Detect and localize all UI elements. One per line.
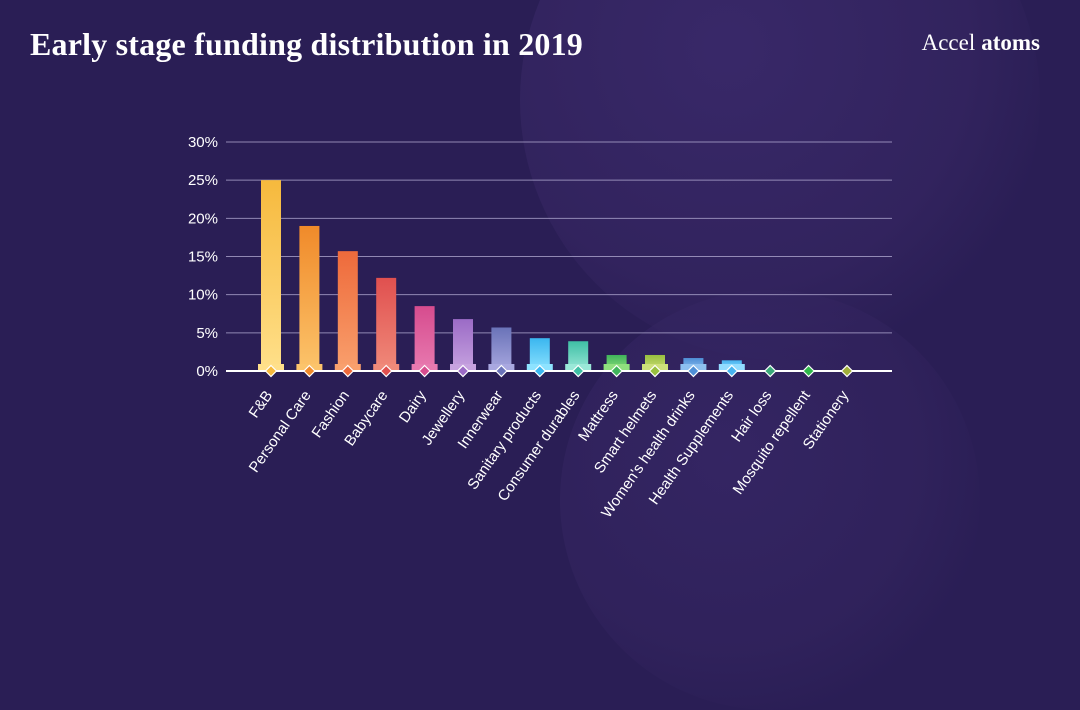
diamond-marker [303,364,316,378]
diamond-marker [495,364,508,378]
diamond-marker [725,364,739,378]
diamond-marker [379,364,393,378]
y-tick-label: 5% [196,325,218,342]
x-tick-label: Dairy [396,387,430,426]
diamond-marker [456,364,470,378]
diamond-marker [341,364,355,378]
y-tick-label: 25% [188,172,218,189]
brand-logo: Accel atoms [922,30,1040,56]
diamond-marker [571,364,585,378]
diamond-marker [763,364,777,378]
bar [299,225,320,371]
diamond-marker [840,364,854,378]
diamond-marker [648,364,662,378]
x-tick-label: F&B [246,388,277,422]
bar [337,251,358,371]
y-tick-label: 30% [188,134,218,151]
bar [453,319,473,371]
bar [376,277,397,371]
y-axis: 0% 5% 10% 15% 20% 25% 30% [188,134,218,380]
bar [568,341,589,371]
y-tick-label: 15% [188,249,218,266]
y-tick-label: 10% [188,287,218,304]
diamond-marker [533,364,547,378]
diamond-marker [802,364,815,378]
bars [258,180,745,371]
logo-text-atoms: atoms [981,30,1040,55]
logo-text-accel: Accel [921,30,976,55]
bar [414,306,435,371]
diamond-marker [687,364,700,378]
page-title: Early stage funding distribution in 2019 [30,26,583,62]
diamond-marker [264,364,278,378]
bar [491,327,512,371]
diamond-marker [610,364,623,378]
y-tick-label: 20% [188,210,218,227]
markers [264,364,854,378]
grid-lines [226,141,892,334]
bar [261,180,281,371]
bar [529,338,550,371]
y-tick-label: 0% [196,363,218,380]
diamond-marker [418,364,431,378]
